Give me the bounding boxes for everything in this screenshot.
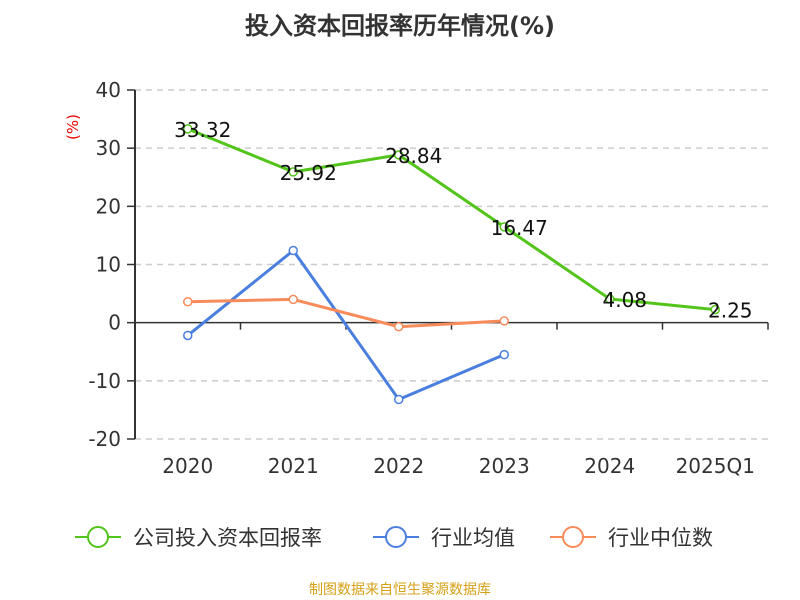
y-tick-label: 0 [108, 311, 121, 335]
legend-label: 行业均值 [431, 526, 515, 550]
data-point [394, 150, 404, 160]
data-point [183, 124, 193, 134]
series-line [187, 127, 716, 312]
data-label: 33.32 [174, 118, 231, 142]
chart-title: 投入资本回报率历年情况(%) [245, 12, 555, 40]
legend-label: 行业中位数 [608, 526, 713, 550]
data-label: 16.47 [491, 216, 548, 240]
data-point [288, 245, 298, 256]
data-point [710, 304, 720, 315]
x-tick-label: 2020 [162, 454, 213, 478]
data-point [183, 296, 193, 307]
y-axis-label: (%) [64, 114, 82, 140]
data-point [394, 394, 404, 405]
legend-label: 公司投入资本回报率 [133, 526, 322, 550]
x-tick-label: 2023 [479, 454, 530, 478]
data-label: 4.08 [602, 288, 647, 312]
y-tick-label: 40 [96, 78, 121, 102]
y-tick-label: 30 [96, 136, 121, 160]
data-point [499, 316, 509, 326]
data-point [288, 167, 298, 177]
data-source-note: 制图数据来自恒生聚源数据库 [309, 582, 491, 598]
data-point [394, 321, 404, 332]
y-tick-label: 20 [96, 194, 121, 218]
data-label: 28.84 [385, 144, 442, 168]
data-point [499, 222, 509, 232]
legend-marker [385, 526, 407, 548]
y-tick-label: -10 [88, 369, 121, 393]
data-point [183, 330, 193, 341]
y-tick-label: 10 [96, 253, 121, 277]
data-point [499, 349, 509, 360]
legend-marker [562, 526, 584, 548]
series-line [187, 297, 505, 329]
series-line [186, 249, 505, 401]
x-tick-label: 2021 [268, 454, 319, 478]
legend-marker [87, 526, 109, 548]
data-label: 2.25 [708, 299, 753, 323]
data-point [288, 294, 298, 305]
y-tick-label: -20 [88, 427, 121, 451]
data-point [605, 294, 615, 304]
x-tick-label: 2025Q1 [676, 454, 755, 478]
x-tick-label: 2022 [373, 454, 424, 478]
data-label: 25.92 [280, 161, 337, 185]
x-tick-label: 2024 [584, 454, 635, 478]
